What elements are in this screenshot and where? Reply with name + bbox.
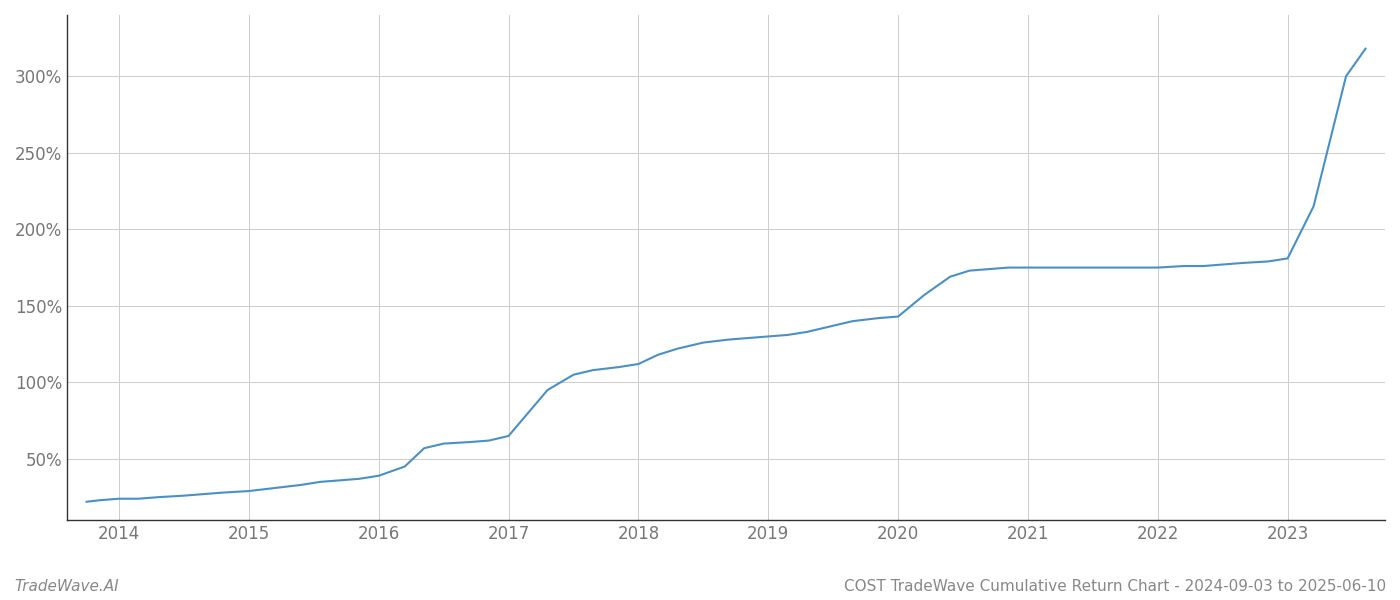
Text: COST TradeWave Cumulative Return Chart - 2024-09-03 to 2025-06-10: COST TradeWave Cumulative Return Chart -… — [844, 579, 1386, 594]
Text: TradeWave.AI: TradeWave.AI — [14, 579, 119, 594]
